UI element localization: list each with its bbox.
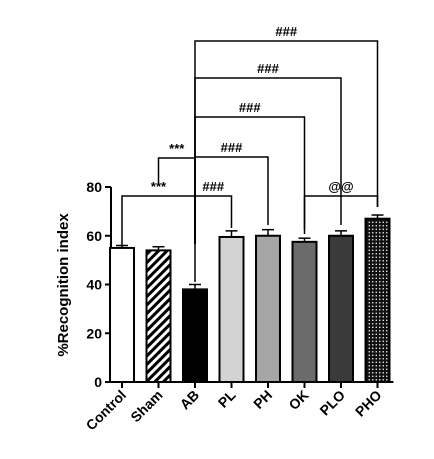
bar	[255, 234, 281, 383]
x-tick-label: PHO	[352, 387, 385, 420]
significance-bracket	[194, 40, 379, 244]
y-tick-label: 40	[86, 277, 102, 293]
significance-bracket	[303, 195, 379, 229]
bar	[364, 217, 391, 383]
significance-label: ###	[202, 179, 224, 194]
significance-label: ***	[151, 179, 167, 194]
bar	[109, 246, 135, 383]
y-tick-label: 60	[86, 228, 102, 244]
significance-label: ###	[239, 100, 261, 115]
y-axis-label: %Recognition index	[55, 213, 72, 357]
significance-label: ###	[257, 61, 279, 76]
y-tick-label: 80	[86, 179, 102, 195]
x-tick-label: Sham	[127, 387, 165, 425]
bar	[182, 288, 208, 383]
x-tick-label: PL	[215, 386, 239, 410]
significance-label: @@	[328, 179, 353, 194]
significance-label: ###	[275, 24, 297, 39]
x-tick-label: OK	[285, 387, 311, 413]
significance-label: ###	[221, 140, 243, 155]
bars	[109, 214, 391, 383]
bar	[145, 249, 172, 383]
y-tick-label: 0	[94, 374, 102, 390]
x-tick-label: PH	[250, 387, 275, 412]
bar	[328, 234, 354, 383]
x-tick-label: PLO	[316, 387, 348, 419]
significance-annotations: *** *** ### ### ### ### ### @@	[121, 24, 379, 282]
x-tick-label: AB	[176, 387, 202, 413]
bar	[291, 240, 318, 383]
significance-label: ***	[169, 141, 185, 156]
bar	[218, 235, 245, 383]
y-tick-label: 20	[86, 325, 102, 341]
x-tick-label: Control	[83, 387, 130, 434]
